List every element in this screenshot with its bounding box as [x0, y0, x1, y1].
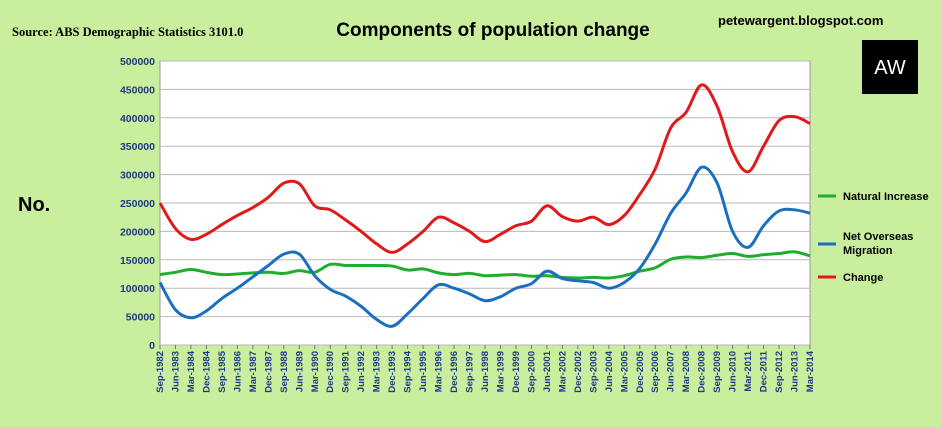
x-tick-label: Sep-2006	[650, 351, 661, 393]
x-tick-label: Sep-1988	[279, 351, 290, 393]
x-tick-label: Jun-1998	[480, 351, 491, 392]
x-tick-label: Jun-1989	[294, 351, 305, 392]
x-tick-label: Mar-2005	[619, 350, 630, 392]
blog-url: petewargent.blogspot.com	[718, 13, 883, 28]
aw-logo: AW	[862, 40, 918, 94]
gridlines	[160, 60, 810, 346]
y-tick-label: 500000	[120, 56, 155, 68]
legend-label-net-overseas-migration: Net Overseas Migration	[843, 231, 913, 257]
y-tick-label: 50000	[126, 312, 155, 324]
x-tick-label: Jun-1992	[356, 351, 367, 392]
x-tick-label: Dec-2008	[697, 351, 708, 393]
x-tick-label: Sep-2012	[774, 351, 785, 393]
x-tick-label: Sep-1994	[403, 350, 414, 392]
x-tick-label: Sep-1982	[155, 351, 166, 393]
x-tick-label: Jun-2010	[728, 351, 739, 392]
x-tick-label: Dec-1984	[201, 350, 212, 392]
x-tick-label: Mar-2002	[557, 351, 568, 392]
x-tick-label: Jun-1995	[418, 350, 429, 392]
y-tick-label: 400000	[120, 113, 155, 125]
x-tick-label: Jun-2004	[604, 350, 615, 392]
x-tick-label: Jun-2001	[542, 350, 553, 392]
x-tick-label: Mar-2014	[805, 350, 816, 392]
aw-logo-text: AW	[874, 57, 906, 79]
x-tick-label: Mar-1984	[186, 350, 197, 392]
x-tick-label: Sep-1997	[465, 351, 476, 393]
y-tick-label: 150000	[120, 255, 155, 267]
x-tick-label: Dec-1993	[387, 351, 398, 393]
x-tick-label: Dec-2005	[635, 350, 646, 392]
series-line-change	[158, 83, 811, 254]
x-tick-label: Mar-1987	[248, 351, 259, 392]
x-tick-label: Jun-2007	[666, 351, 677, 392]
x-tick-label: Mar-1990	[310, 351, 321, 392]
y-tick-label: 300000	[120, 170, 155, 182]
x-tick-label: Dec-1987	[263, 351, 274, 393]
x-tick-label: Dec-2011	[759, 350, 770, 392]
x-tick-label: Mar-1996	[434, 351, 445, 392]
x-tick-label: Mar-2011	[743, 350, 754, 391]
chart-title: Components of population change	[336, 20, 649, 41]
series-line-natural-increase	[159, 250, 811, 280]
x-tick-label: Jun-1983	[170, 351, 181, 392]
x-tick-label: Sep-2003	[588, 351, 599, 393]
legend: Natural Increase Net Overseas Migration Cha…	[818, 191, 929, 284]
x-tick-label: Jun-1986	[232, 351, 243, 392]
y-tick-label: 0	[149, 340, 155, 352]
x-tick-label: Jun-2013	[790, 351, 801, 392]
aw-logo-background	[862, 40, 918, 94]
series-line-net-overseas-migration	[158, 165, 811, 328]
x-tick-label: Dec-2002	[573, 351, 584, 393]
x-tick-label: Mar-1993	[372, 351, 383, 392]
y-axis-label: No.	[18, 194, 50, 216]
x-tick-label: Dec-1999	[511, 351, 522, 393]
x-axis-ticks: Sep-1982 Jun-1983 Mar-1984 Dec-1984 Sep-1985…	[155, 345, 816, 393]
y-axis-ticks: 0 50000 100000 150000 200000 250000 300000 3500…	[120, 56, 155, 352]
x-tick-label: Sep-1991	[341, 350, 352, 392]
y-tick-label: 450000	[120, 84, 155, 96]
x-tick-label: Sep-1985	[217, 350, 228, 392]
x-tick-label: Mar-1999	[495, 351, 506, 392]
x-tick-label: Sep-2009	[712, 351, 723, 393]
legend-label-natural-increase: Natural Increase	[843, 191, 929, 203]
y-tick-label: 100000	[120, 283, 155, 295]
y-tick-label: 350000	[120, 141, 155, 153]
x-tick-label: Mar-2008	[681, 351, 692, 392]
legend-label-change: Change	[843, 272, 883, 284]
x-tick-label: Dec-1996	[449, 351, 460, 393]
y-tick-label: 250000	[120, 198, 155, 210]
series-lines	[158, 83, 811, 328]
y-tick-label: 200000	[120, 226, 155, 238]
source-note: Source: ABS Demographic Statistics 3101.…	[12, 25, 243, 39]
x-tick-label: Sep-2000	[526, 351, 537, 393]
x-tick-label: Dec-1990	[325, 351, 336, 393]
